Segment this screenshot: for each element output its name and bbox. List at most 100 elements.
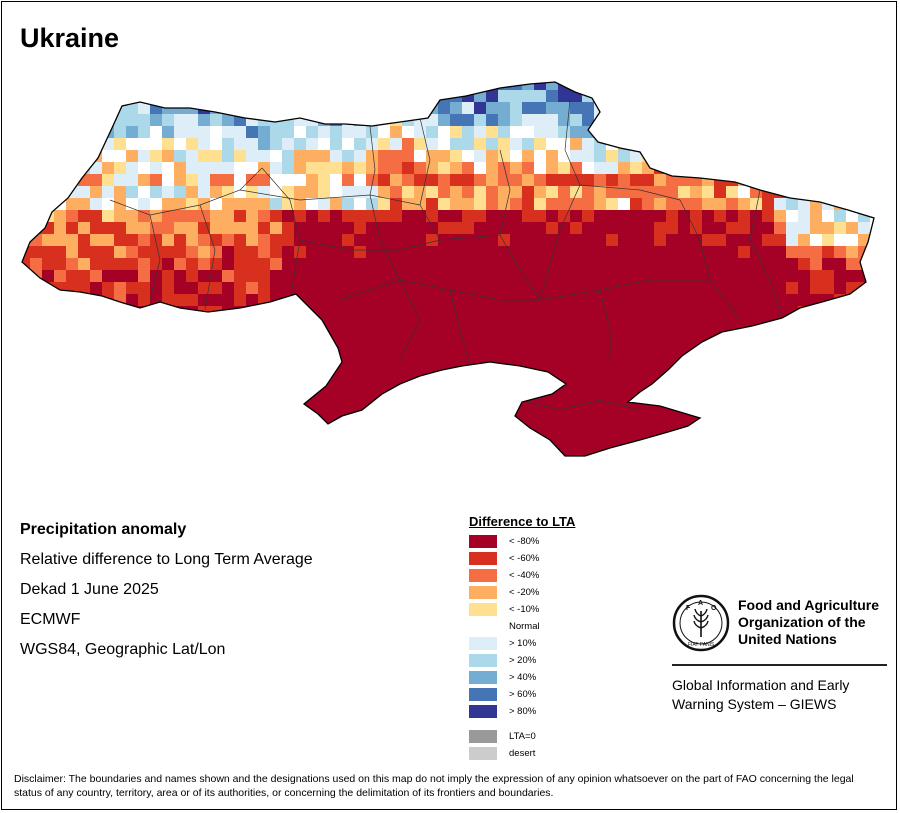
grid-cell [558,246,570,258]
grid-cell [246,150,258,162]
grid-cell [666,318,678,330]
grid-cell [438,390,450,402]
grid-cell [750,114,762,126]
grid-cell [198,450,210,456]
grid-cell [390,450,402,456]
grid-cell [414,234,426,246]
grid-cell [438,318,450,330]
grid-cell [498,318,510,330]
grid-cell [258,378,270,390]
grid-cell [390,306,402,318]
grid-cell [342,174,354,186]
grid-cell [30,258,42,270]
grid-cell [318,150,330,162]
grid-cell [474,306,486,318]
grid-cell [858,90,870,102]
grid-cell [570,246,582,258]
grid-cell [114,186,126,198]
grid-cell [702,114,714,126]
grid-cell [618,426,630,438]
grid-cell [186,354,198,366]
grid-cell [210,186,222,198]
grid-cell [270,354,282,366]
grid-cell [822,82,834,90]
grid-cell [102,438,114,450]
grid-cell [414,318,426,330]
grid-cell [774,426,786,438]
grid-cell [426,150,438,162]
grid-cell [246,82,258,90]
grid-cell [282,426,294,438]
grid-cell [402,414,414,426]
grid-cell [366,402,378,414]
grid-cell [810,414,822,426]
grid-cell [330,450,342,456]
grid-cell [390,198,402,210]
grid-cell [450,450,462,456]
grid-cell [186,246,198,258]
grid-cell [714,102,726,114]
grid-cell [522,82,534,90]
grid-cell [306,258,318,270]
grid-cell [318,90,330,102]
grid-cell [186,82,198,90]
grid-cell [678,162,690,174]
grid-cell [462,438,474,450]
grid-cell [306,102,318,114]
grid-cell [546,102,558,114]
grid-cell [294,174,306,186]
grid-cell [210,82,222,90]
grid-cell [798,402,810,414]
grid-cell [102,246,114,258]
grid-cell [774,330,786,342]
grid-cell [462,258,474,270]
grid-cell [294,82,306,90]
grid-cell [654,318,666,330]
grid-cell [114,426,126,438]
grid-cell [678,82,690,90]
grid-cell [450,210,462,222]
grid-cell [846,90,858,102]
grid-cell [126,126,138,138]
grid-cell [138,234,150,246]
grid-cell [726,246,738,258]
grid-cell [138,318,150,330]
grid-cell [702,198,714,210]
grid-cell [318,186,330,198]
grid-cell [342,186,354,198]
grid-cell [198,82,210,90]
grid-cell [606,378,618,390]
grid-cell [570,306,582,318]
grid-cell [642,318,654,330]
grid-cell [30,82,42,90]
grid-cell [846,150,858,162]
grid-cell [426,174,438,186]
grid-cell [666,366,678,378]
grid-cell [30,138,42,150]
grid-cell [114,414,126,426]
grid-cell [66,246,78,258]
grid-cell [378,306,390,318]
grid-cell [186,138,198,150]
grid-cell [726,330,738,342]
grid-cell [198,102,210,114]
grid-cell [54,450,66,456]
grid-cell [186,378,198,390]
grid-cell [738,222,750,234]
grid-cell [654,438,666,450]
grid-cell [846,270,858,282]
grid-cell [222,90,234,102]
grid-cell [426,294,438,306]
grid-cell [570,222,582,234]
grid-cell [798,82,810,90]
grid-cell [654,198,666,210]
grid-cell [618,150,630,162]
grid-cell [810,342,822,354]
grid-cell [582,378,594,390]
grid-cell [822,390,834,402]
grid-cell [606,366,618,378]
grid-cell [618,126,630,138]
grid-cell [102,378,114,390]
grid-cell [498,198,510,210]
grid-cell [798,138,810,150]
